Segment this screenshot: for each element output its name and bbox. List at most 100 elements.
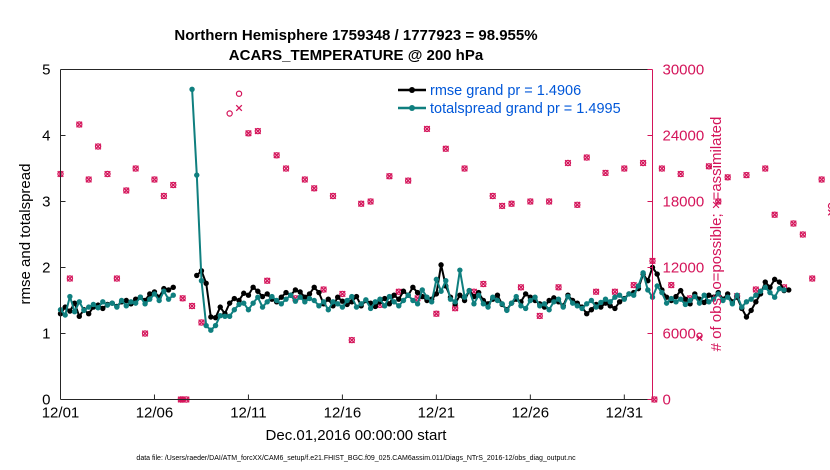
rmse-point [762,279,768,285]
obs-possible-marker [386,172,393,180]
totalspread-point [245,307,252,313]
totalspread-point [278,301,285,307]
y-right-tick-label: 30000 [663,62,705,79]
totalspread-point [273,297,280,304]
totalspread-point [513,293,519,300]
y-left-tick-label: 4 [42,128,50,145]
rmse-point [353,293,360,300]
rmse-point [771,276,778,283]
totalspread-point [565,293,571,300]
totalspread-point [532,294,538,300]
y-left-ticks: 0 1 2 3 4 5 [42,62,66,409]
obs-assimilated-marker [564,159,572,167]
obs-assimilated-marker [386,172,393,180]
obs-assimilated-marker [517,284,525,291]
legend-spread-label: totalspread grand pr = 1.4995 [430,101,621,117]
obs-assimilated-marker [545,198,553,205]
y-left-axis-label: rmse and totalspread [17,164,34,305]
obs-possible-marker [85,176,92,183]
legend-spread-marker [409,105,415,111]
totalspread-point [508,300,515,306]
rmse-point [170,284,176,290]
totalspread-point [123,303,129,309]
totalspread-point [457,267,463,273]
x-tick-label: 12/31 [606,405,644,422]
totalspread-point [208,327,214,333]
totalspread-point [428,299,435,305]
y-right-tick-label: 6000 [663,326,696,343]
totalspread-point [494,297,501,304]
obs-possible-marker [536,312,543,320]
totalspread-point [607,299,613,305]
obs-possible-marker [461,165,468,172]
totalspread-point [335,301,341,307]
rmse-point [306,291,313,297]
totalspread-point [156,297,162,304]
x-tick-label: 12/01 [42,405,80,422]
totalspread-point [320,299,327,305]
obs-assimilated-marker [235,104,243,112]
totalspread-point [353,304,360,310]
totalspread-point [95,305,101,311]
obs-possible-marker [790,220,797,227]
obs-possible-marker [799,231,807,238]
obs-assimilated-marker [113,275,121,282]
totalspread-point [363,297,369,303]
obs-possible-marker [311,185,318,192]
rmse-point [316,289,322,296]
totalspread-point [635,283,642,289]
rmse-point [414,289,421,296]
obs-possible-marker [66,275,74,282]
rmse-point [292,287,299,293]
totalspread-point [724,294,731,300]
totalspread-point [165,296,172,302]
data-file-footnote: data file: /Users/raeder/DAI/ATM_forcXX/… [136,455,576,462]
totalspread-point [710,296,717,302]
rmse-point [259,293,266,300]
totalspread-point [283,296,289,302]
obs-assimilated-marker [762,165,769,172]
totalspread-point [288,292,294,298]
error-lines-layer [57,86,792,333]
totalspread-point [490,294,496,300]
totalspread-point [447,296,454,302]
obs-assimilated-marker [705,163,713,170]
totalspread-point [518,303,524,309]
totalspread-point [259,304,266,310]
rmse-point [588,307,595,313]
totalspread-point [452,299,458,305]
obs-possible-marker [827,202,830,209]
totalspread-point [241,300,247,306]
obs-assimilated-marker [724,174,731,181]
totalspread-point [461,294,468,300]
totalspread-point [640,270,646,276]
totalspread-point [85,304,92,310]
obs-assimilated-marker [808,275,816,282]
rmse-point [767,284,773,290]
rmse-point [391,292,397,298]
obs-assimilated-marker [498,202,506,210]
totalspread-point [147,296,153,302]
obs-possible-marker [743,171,750,179]
obs-assimilated-marker [132,165,139,172]
totalspread-point [311,297,317,304]
totalspread-point [466,287,472,294]
totalspread-point [659,289,665,296]
totalspread-point [62,312,68,318]
obs-possible-marker [273,152,280,159]
totalspread-point [325,307,332,313]
obs-assimilated-marker [451,304,459,312]
totalspread-point [692,293,698,300]
obs-possible-marker [762,165,769,172]
rmse-point [654,271,660,277]
totalspread-point [297,294,303,300]
rmse-point [616,299,623,305]
totalspread-point [161,288,167,294]
obs-assimilated-marker [160,192,168,200]
totalspread-point [424,294,430,300]
y-right-tick-label: 24000 [663,128,705,145]
obs-possible-marker [602,169,609,177]
obs-assimilated-marker [141,330,149,337]
legend-rmse-label: rmse grand pr = 1.4906 [430,83,581,99]
totalspread-point [771,294,778,300]
